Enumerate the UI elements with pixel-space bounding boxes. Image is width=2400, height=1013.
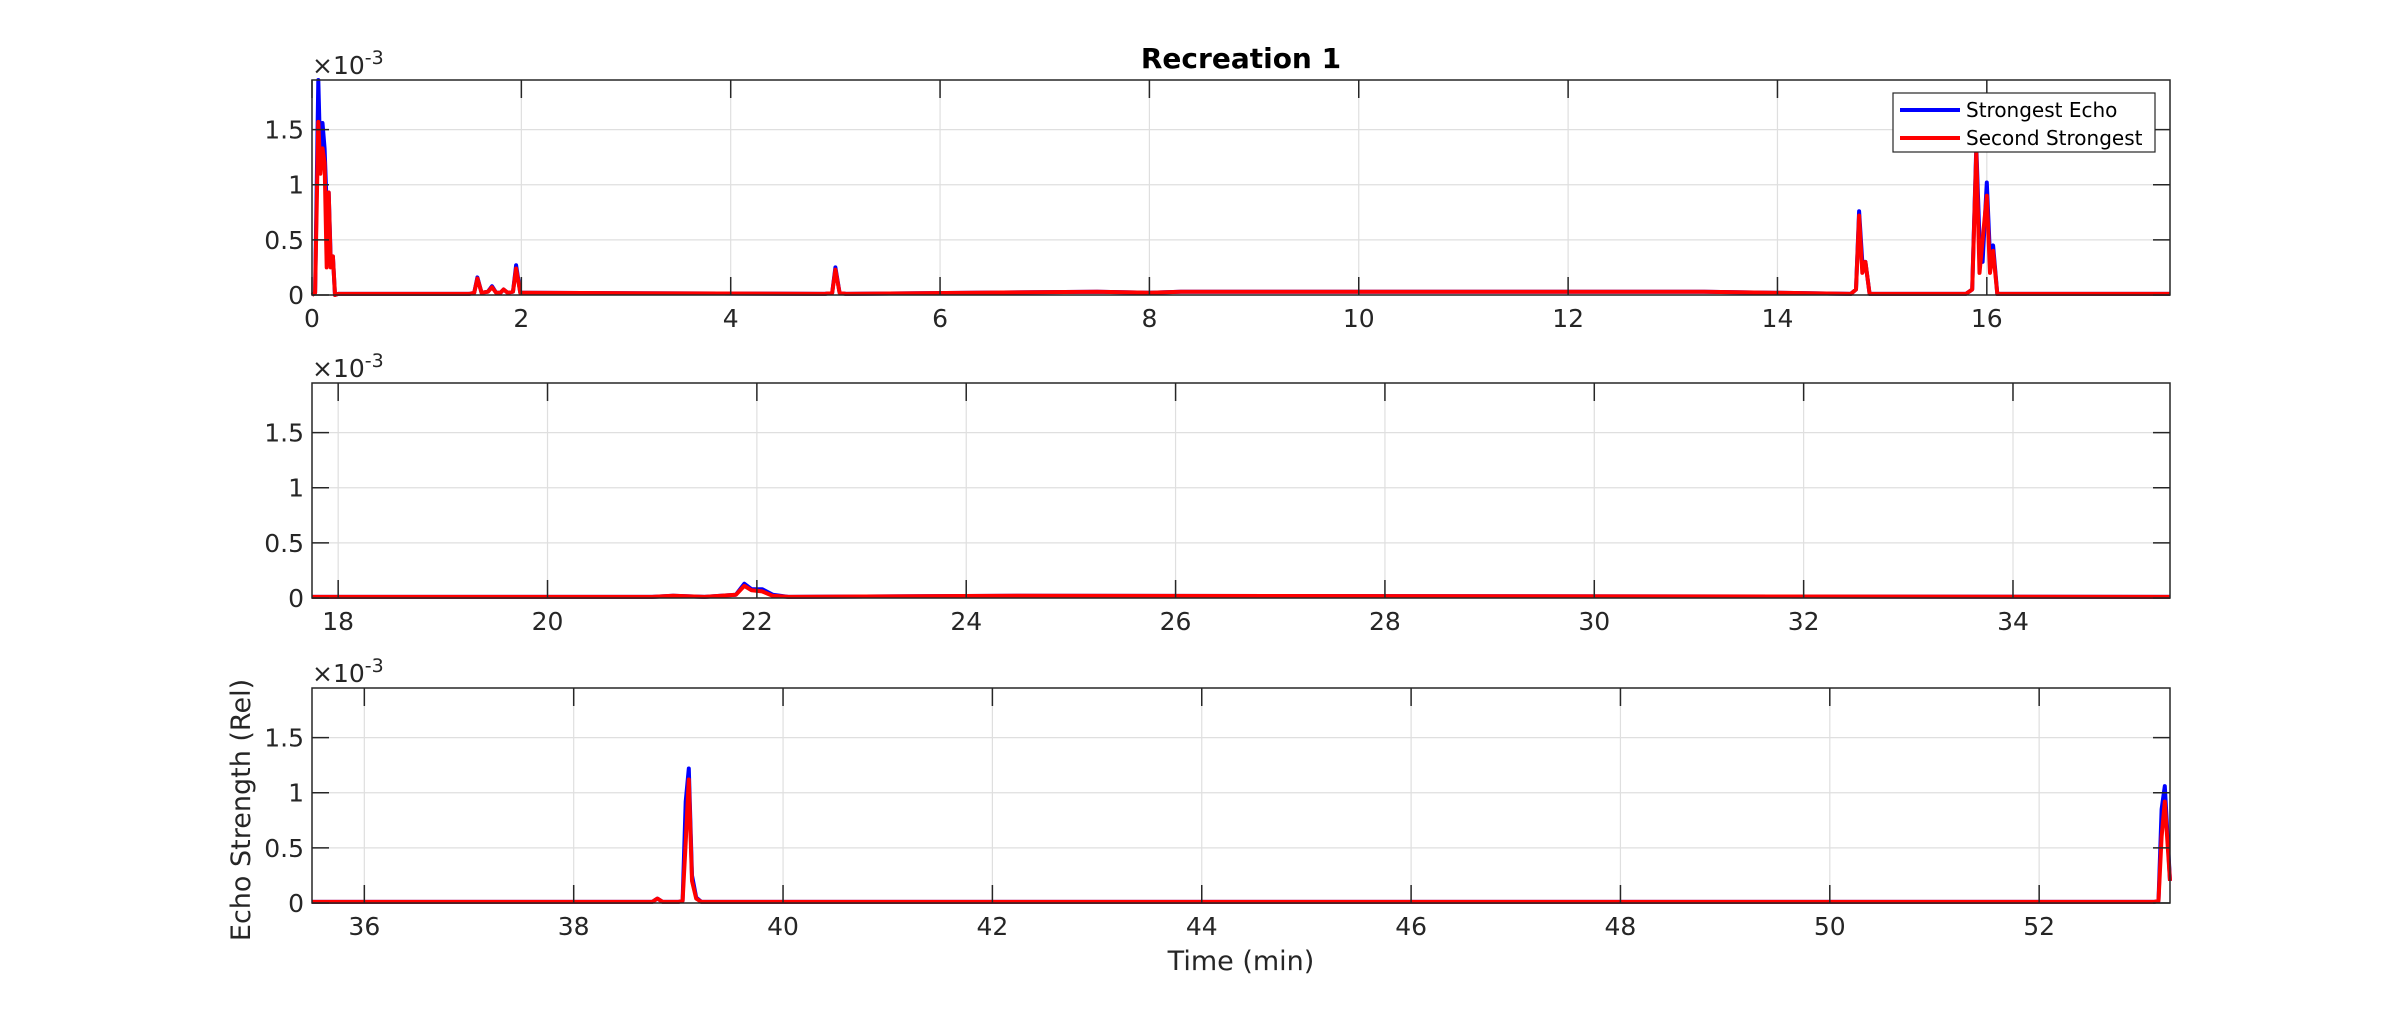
subplot-1: 0 2 4 6 8 10 12 14 16 0 0.5 1 1.5 ×10-3 [264, 47, 2171, 333]
legend: Strongest Echo Second Strongest [1892, 92, 2156, 153]
x-tick-label: 22 [741, 607, 773, 636]
y-tick-label: 0.5 [264, 834, 304, 863]
x-tick-label: 24 [950, 607, 982, 636]
x-tick-label: 38 [558, 912, 590, 941]
axes-box [311, 382, 2171, 599]
x-tick-label: 4 [723, 304, 739, 333]
x-tick-label: 42 [976, 912, 1008, 941]
y-tick-label: 0.5 [264, 529, 304, 558]
axes-box [311, 687, 2171, 904]
y-tick-label: 0 [288, 281, 304, 310]
x-tick-label: 36 [348, 912, 380, 941]
x-tick-label: 28 [1369, 607, 1401, 636]
y-tick-label: 0 [288, 584, 304, 613]
legend-label: Second Strongest [1966, 126, 2143, 150]
x-tick-label: 8 [1141, 304, 1157, 333]
y-exponent-label: ×10-3 [312, 655, 384, 688]
x-tick-label: 50 [1814, 912, 1846, 941]
series-line-second-strongest [310, 119, 2170, 297]
x-tick-label: 6 [932, 304, 948, 333]
x-tick-label: 52 [2023, 912, 2055, 941]
y-tick-label: 0 [288, 889, 304, 918]
x-tick-label: 18 [322, 607, 354, 636]
legend-box [1892, 92, 2156, 153]
y-tick-label: 0.5 [264, 226, 304, 255]
x-tick-label: 20 [532, 607, 564, 636]
x-tick-label: 2 [513, 304, 529, 333]
x-tick-label: 0 [304, 304, 320, 333]
y-tick-label: 1 [288, 171, 304, 200]
legend-label: Strongest Echo [1966, 98, 2117, 122]
subplot-2: 18 20 22 24 26 28 30 32 34 0 0.5 1 1.5 ×10-3 [264, 350, 2171, 636]
x-tick-label: 30 [1578, 607, 1610, 636]
series-line-second-strongest [312, 777, 2172, 904]
series-line-strongest-echo [312, 766, 2172, 904]
x-tick-label: 16 [1971, 304, 2003, 333]
x-tick-label: 32 [1788, 607, 1820, 636]
x-tick-label: 40 [767, 912, 799, 941]
x-tick-label: 14 [1762, 304, 1794, 333]
x-tick-label: 12 [1552, 304, 1584, 333]
x-tick-label: 26 [1160, 607, 1192, 636]
y-tick-label: 1 [288, 474, 304, 503]
y-exponent-label: ×10-3 [312, 350, 384, 383]
y-tick-label: 1.5 [264, 116, 304, 145]
y-exponent-label: ×10-3 [312, 47, 384, 80]
x-tick-label: 34 [1997, 607, 2029, 636]
y-tick-label: 1 [288, 779, 304, 808]
axes-box [311, 79, 2171, 296]
y-axis-label: Echo Strength (Rel) [226, 679, 257, 941]
y-tick-label: 1.5 [264, 724, 304, 753]
series-line-second-strongest [312, 583, 2171, 599]
chart-title: Recreation 1 [1141, 42, 1341, 75]
subplot-3: 36 38 40 42 44 46 48 50 52 0 0.5 1 1.5 ×10-3 [264, 655, 2172, 941]
y-tick-label: 1.5 [264, 419, 304, 448]
x-tick-label: 48 [1605, 912, 1637, 941]
series-line-strongest-echo [310, 78, 2170, 297]
x-tick-label: 46 [1395, 912, 1427, 941]
x-tick-label: 10 [1343, 304, 1375, 333]
x-axis-label: Time (min) [1167, 946, 1315, 977]
x-tick-label: 44 [1186, 912, 1218, 941]
